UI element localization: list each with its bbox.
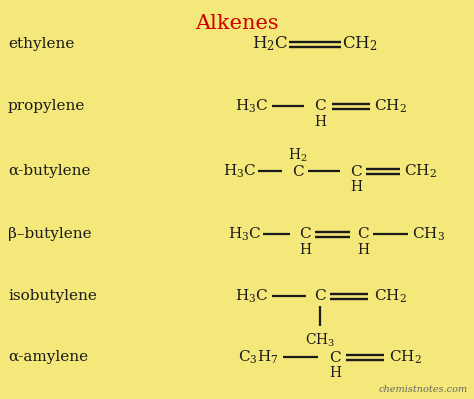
Text: $\mathregular{H_2}$: $\mathregular{H_2}$	[288, 146, 308, 164]
Text: $\mathregular{H_2C}$: $\mathregular{H_2C}$	[252, 35, 288, 53]
Text: $\mathregular{C}$: $\mathregular{C}$	[292, 164, 304, 178]
Text: $\mathregular{H_3C}$: $\mathregular{H_3C}$	[235, 97, 269, 115]
Text: $\mathregular{CH_2}$: $\mathregular{CH_2}$	[389, 348, 421, 366]
Text: $\mathregular{CH_3}$: $\mathregular{CH_3}$	[411, 225, 445, 243]
Text: ethylene: ethylene	[8, 37, 74, 51]
Text: $\mathregular{CH_2}$: $\mathregular{CH_2}$	[403, 162, 437, 180]
Text: $\mathregular{C}$: $\mathregular{C}$	[299, 227, 311, 241]
Text: $\mathregular{CH_3}$: $\mathregular{CH_3}$	[305, 331, 335, 349]
Text: $\mathregular{H_3C}$: $\mathregular{H_3C}$	[228, 225, 262, 243]
Text: β–butylene: β–butylene	[8, 227, 91, 241]
Text: $\mathregular{CH_2}$: $\mathregular{CH_2}$	[374, 97, 406, 115]
Text: H: H	[357, 243, 369, 257]
Text: α-amylene: α-amylene	[8, 350, 88, 364]
Text: H: H	[314, 115, 326, 129]
Text: $\mathregular{C}$: $\mathregular{C}$	[314, 288, 327, 304]
Text: Alkenes: Alkenes	[195, 14, 279, 33]
Text: H: H	[329, 366, 341, 380]
Text: $\mathregular{C}$: $\mathregular{C}$	[328, 350, 341, 365]
Text: H: H	[299, 243, 311, 257]
Text: H: H	[350, 180, 362, 194]
Text: $\mathregular{CH_2}$: $\mathregular{CH_2}$	[374, 287, 406, 305]
Text: $\mathregular{C}$: $\mathregular{C}$	[356, 227, 369, 241]
Text: $\mathregular{C}$: $\mathregular{C}$	[350, 164, 363, 178]
Text: propylene: propylene	[8, 99, 85, 113]
Text: chemistnotes.com: chemistnotes.com	[379, 385, 468, 394]
Text: $\mathregular{H_3C}$: $\mathregular{H_3C}$	[235, 287, 269, 305]
Text: $\mathregular{C}$: $\mathregular{C}$	[314, 99, 327, 113]
Text: isobutylene: isobutylene	[8, 289, 97, 303]
Text: $\mathregular{H_3C}$: $\mathregular{H_3C}$	[223, 162, 257, 180]
Text: $\mathregular{C_3H_7}$: $\mathregular{C_3H_7}$	[238, 348, 278, 366]
Text: $\mathregular{CH_2}$: $\mathregular{CH_2}$	[342, 35, 378, 53]
Text: α-butylene: α-butylene	[8, 164, 91, 178]
